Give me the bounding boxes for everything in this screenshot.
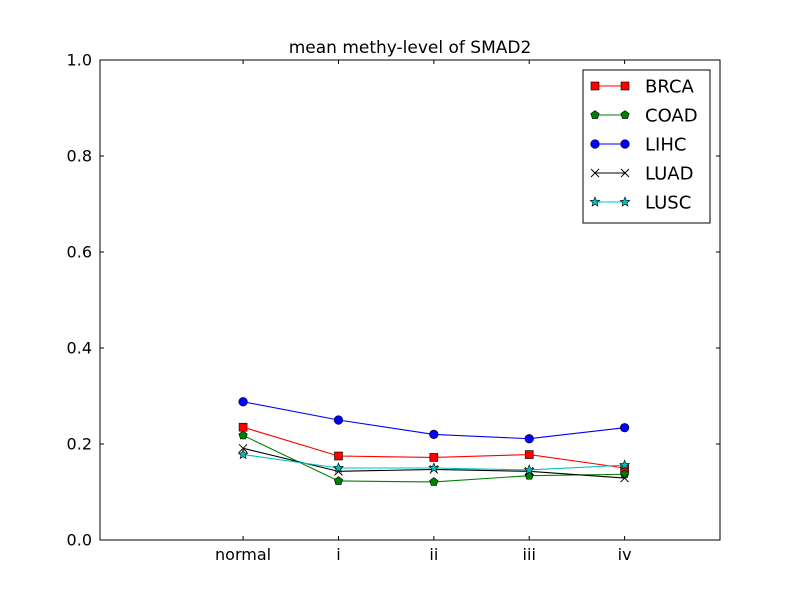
data-point-lusc bbox=[237, 448, 249, 460]
data-point-lusc bbox=[619, 459, 631, 470]
data-point-lihc bbox=[429, 429, 439, 440]
data-point-luad bbox=[620, 473, 629, 483]
legend-marker bbox=[590, 168, 600, 178]
x-tick-label: i bbox=[336, 545, 340, 564]
series-lusc bbox=[237, 448, 631, 475]
x-tick-label: normal bbox=[215, 545, 271, 564]
data-point-lusc bbox=[523, 464, 535, 475]
y-tick-label: 0.6 bbox=[67, 243, 92, 262]
legend-marker bbox=[620, 168, 630, 178]
legend-item-lusc: LUSC bbox=[589, 193, 691, 214]
legend-label: BRCA bbox=[645, 77, 695, 98]
legend-marker bbox=[590, 139, 600, 149]
legend-marker bbox=[620, 81, 630, 91]
legend: BRCA COAD LIHC LUAD LUSC bbox=[582, 69, 711, 224]
series-brca bbox=[238, 422, 629, 473]
y-tick-label: 0.4 bbox=[67, 339, 92, 358]
data-point-brca bbox=[429, 453, 439, 462]
data-point-coad bbox=[238, 430, 248, 440]
data-point-lusc bbox=[428, 462, 440, 473]
data-point-lihc bbox=[238, 397, 248, 407]
data-point-lihc bbox=[524, 434, 534, 444]
y-tick-label: 1.0 bbox=[67, 51, 92, 70]
y-tick-label: 0.8 bbox=[67, 147, 92, 166]
chart-title: mean methy-level of SMAD2 bbox=[289, 38, 532, 58]
data-point-lihc bbox=[620, 423, 630, 433]
legend-label: LUSC bbox=[645, 193, 691, 214]
legend-marker bbox=[590, 81, 600, 91]
legend-item-lihc: LIHC bbox=[590, 135, 686, 156]
legend-marker bbox=[620, 110, 630, 119]
legend-label: LUAD bbox=[645, 164, 693, 185]
legend-marker bbox=[620, 139, 630, 149]
data-point-brca bbox=[524, 450, 534, 459]
data-point-luad bbox=[238, 443, 248, 453]
data-point-brca bbox=[238, 422, 248, 432]
series-layer bbox=[237, 397, 631, 486]
plot-frame bbox=[99, 59, 721, 541]
legend-item-brca: BRCA bbox=[590, 77, 695, 98]
data-point-lihc bbox=[333, 415, 344, 425]
x-tick-label: ii bbox=[429, 545, 438, 564]
legend-box bbox=[582, 69, 711, 224]
data-point-coad bbox=[333, 476, 344, 485]
legend-marker bbox=[619, 196, 631, 207]
data-point-brca bbox=[334, 451, 343, 461]
x-tick-label: iv bbox=[618, 545, 632, 564]
y-tick-label: 0.2 bbox=[67, 435, 92, 454]
data-point-luad bbox=[334, 467, 343, 476]
series-lihc bbox=[238, 397, 630, 444]
data-point-coad bbox=[429, 477, 439, 486]
legend-item-luad: LUAD bbox=[590, 164, 693, 185]
data-point-lusc bbox=[332, 462, 344, 473]
x-tick-label: iii bbox=[523, 545, 536, 564]
legend-item-coad: COAD bbox=[590, 106, 698, 127]
legend-label: LIHC bbox=[645, 135, 686, 156]
legend-label: COAD bbox=[645, 106, 698, 127]
legend-marker bbox=[590, 110, 600, 119]
y-tick-label: 0.0 bbox=[67, 531, 92, 550]
legend-marker bbox=[589, 196, 601, 207]
